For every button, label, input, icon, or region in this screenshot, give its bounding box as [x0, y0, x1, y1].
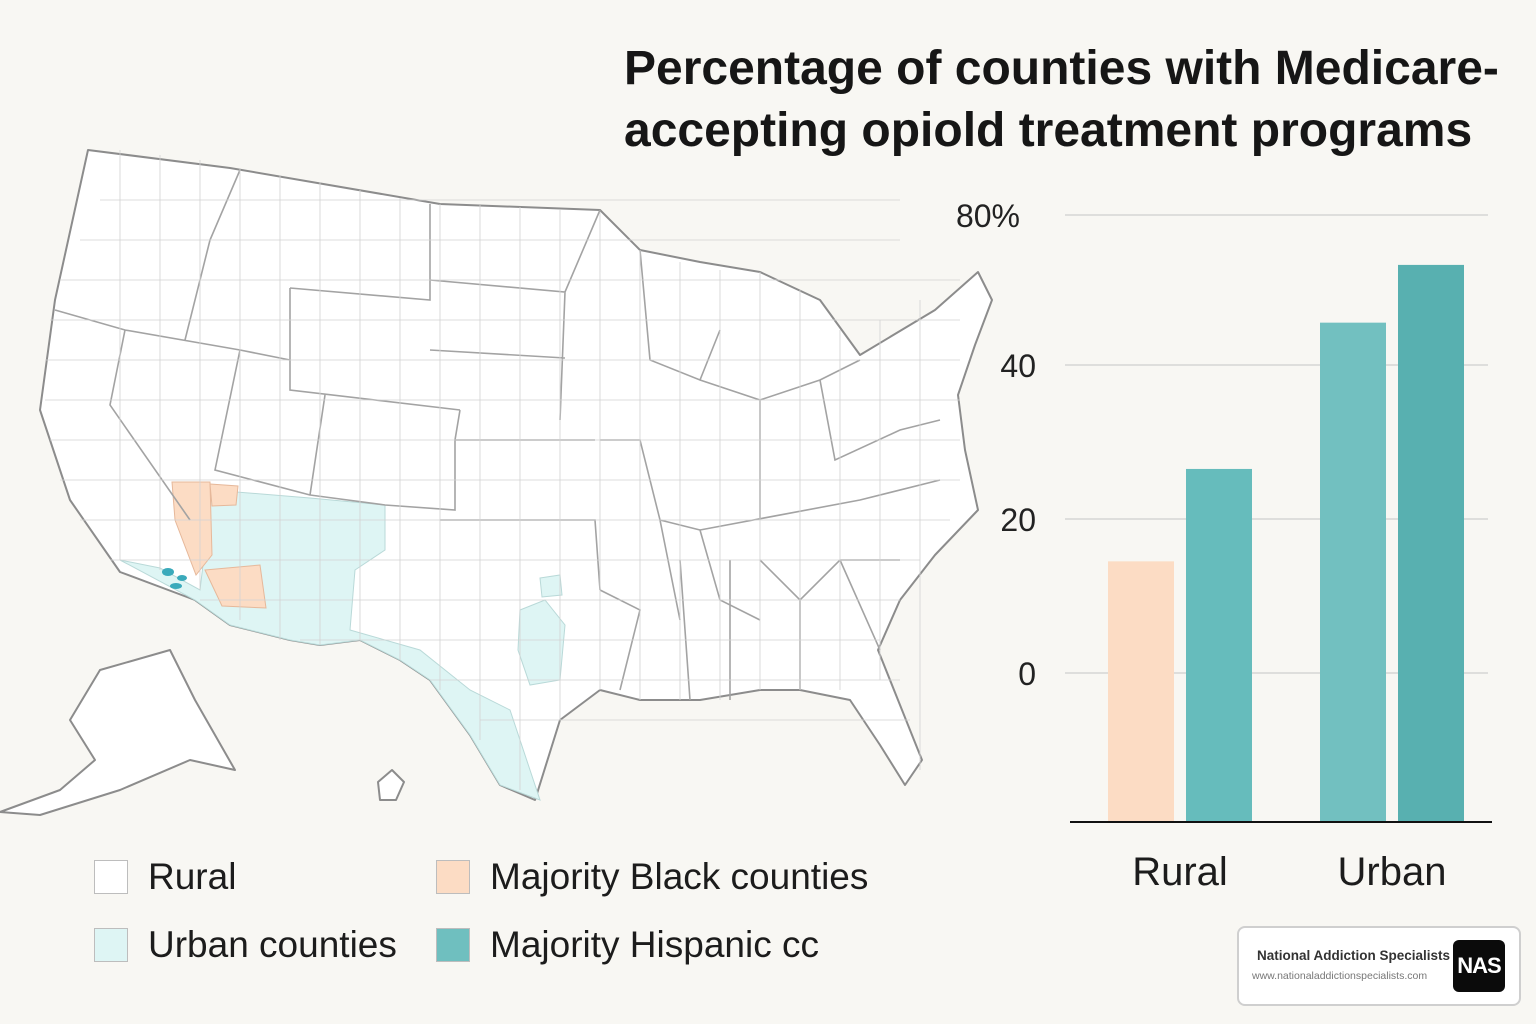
brand-logo: NAS	[1453, 940, 1505, 992]
majority-hispanic-island-3	[170, 583, 182, 589]
legend-item-rural: Rural	[94, 856, 236, 898]
y-tick-label: 40	[1000, 348, 1036, 384]
x-tick-label: Urban	[1338, 850, 1447, 894]
majority-hispanic-island-1	[162, 568, 174, 576]
bar	[1398, 264, 1464, 822]
legend-swatch-urban	[94, 928, 128, 962]
x-tick-label: Rural	[1132, 850, 1228, 894]
legend-swatch-majority-hispanic	[436, 928, 470, 962]
legend-swatch-rural	[94, 860, 128, 894]
bar-chart: 80% 40 20 0 Rural Urban	[956, 198, 1492, 894]
majority-black-region-west	[171, 481, 213, 576]
majority-hispanic-island-2	[177, 575, 187, 581]
bar	[1186, 468, 1252, 822]
y-tick-label: 0	[1018, 656, 1036, 692]
y-tick-label: 80%	[956, 198, 1020, 234]
bar	[1108, 561, 1174, 822]
bar	[1320, 322, 1386, 822]
alaska-outline	[0, 649, 236, 816]
us-county-map	[0, 149, 993, 816]
y-tick-label: 20	[1000, 502, 1036, 538]
chart-title: Percentage of counties with Medicare-acc…	[624, 42, 1499, 157]
county-lines	[45, 150, 960, 790]
majority-black-region-south	[204, 564, 267, 609]
legend-item-urban: Urban counties	[94, 924, 397, 966]
legend-label-majority-black: Majority Black counties	[490, 856, 869, 897]
brand-name: National Addiction Specialists	[1257, 948, 1451, 963]
brand-badge: National Addiction Specialists www.natio…	[1237, 926, 1521, 1006]
legend-item-majority-black: Majority Black counties	[436, 856, 868, 898]
urban-region-texas-north	[539, 574, 563, 598]
legend-label-majority-hispanic: Majority Hispanic cc	[490, 924, 819, 965]
hawaii-outline	[377, 769, 405, 801]
legend-label-rural: Rural	[148, 856, 237, 897]
majority-black-region-west-top	[209, 483, 239, 507]
urban-region-southwest	[119, 489, 541, 801]
legend-label-urban: Urban counties	[148, 924, 397, 965]
brand-url: www.nationaladdictionspecialists.com	[1252, 970, 1428, 982]
legend-item-majority-hispanic: Majority Hispanic cc	[436, 924, 819, 966]
legend-swatch-majority-black	[436, 860, 470, 894]
